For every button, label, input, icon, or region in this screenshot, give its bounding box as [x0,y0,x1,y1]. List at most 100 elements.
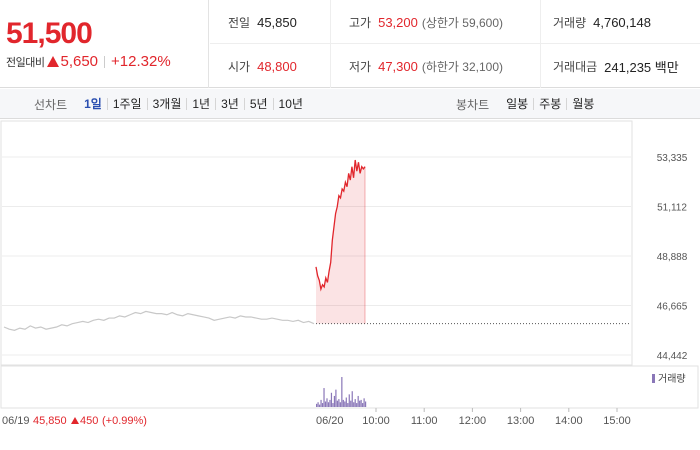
high-value: 53,200 [378,14,418,30]
trade-value-cell: 거래대금 241,235 백만 [540,44,700,88]
volume-bar [356,403,358,407]
prev-close-cell: 전일 45,850 [210,0,330,44]
open-value: 48,800 [257,58,297,74]
x-tick-label: 15:00 [603,415,631,427]
volume-bar [347,403,349,407]
today-price-area [316,160,365,324]
prev-day-summary: 06/19 45,850 450 (+0.99%) [2,415,147,427]
trade-value: 241,235 백만 [604,59,679,75]
plot-frame [0,120,633,366]
change-label: 전일대비 [6,56,45,69]
price-chart[interactable]: 53,335 51,112 48,888 46,665 44,442 거래량 10:00… [0,120,700,450]
volume-bar [359,400,361,407]
y-tick-label: 53,335 [657,153,688,164]
volume-bar [342,399,344,407]
y-tick-label: 44,442 [657,351,688,362]
tab-daily-candle[interactable]: 일봉 [506,97,529,111]
line-chart-tabs: 선차트 1일 1주일 3개월 1년 3년 5년 10년 [34,89,308,119]
volume-bar [324,401,327,407]
volume-bar [327,402,330,407]
low-cell: 저가 47,300 (하한가 32,100) [330,44,540,88]
volume-bar [323,388,325,407]
volume-cell: 거래량 4,760,148 [540,0,700,44]
volume-bar [317,402,319,407]
y-tick-label: 46,665 [657,302,688,313]
tab-monthly-candle[interactable]: 월봉 [566,98,599,110]
prev-close-value: 45,850 [257,14,297,30]
change-divider [104,55,106,68]
tab-3-months[interactable]: 3개월 [146,98,187,110]
prev-day-close: 45,850 [33,415,67,427]
volume-bar [330,392,333,407]
prev-day-up-icon [71,417,79,424]
volume-bar [351,391,353,407]
volume-bar [332,403,334,407]
chart-period-tabs: 선차트 1일 1주일 3개월 1년 3년 5년 10년 봉차트 일봉 주봉 월봉 [0,89,700,119]
quote-info-row-2: 시가 48,800 저가 47,300 (하한가 32,100) 거래대금 24… [210,44,700,88]
x-tick-label: 12:00 [459,415,487,427]
volume-bar [341,377,343,407]
tab-1-year[interactable]: 1년 [186,98,215,110]
volume-bar [339,402,341,407]
prev-day-price-line [3,310,315,331]
change-percent: +12.32% [111,53,171,70]
volume-bar [316,403,318,407]
volume-bar [344,401,346,407]
tab-1-week[interactable]: 1주일 [106,98,147,110]
open-label: 시가 [228,59,251,74]
candle-chart-title: 봉차트 [456,97,490,112]
candle-chart-tabs: 봉차트 일봉 주봉 월봉 [456,89,599,119]
x-tick-label: 11:00 [411,415,438,427]
quote-header: 51,500 전일대비 5,650 +12.32% 전일 45,850 고가 5… [0,0,700,88]
open-cell: 시가 48,800 [210,44,330,88]
today-label: 06/20 [316,415,344,427]
volume-bar [350,400,352,407]
x-tick-label: 10:00 [362,415,390,427]
tab-10-years[interactable]: 10년 [272,98,308,110]
lower-limit: (하한가 32,100) [421,59,504,74]
line-chart-title: 선차트 [34,97,68,112]
volume-bar [353,402,355,407]
prev-day-percent: (+0.99%) [102,415,147,427]
quote-info-row-1: 전일 45,850 고가 53,200 (상한가 59,600) 거래량 4,7… [210,0,700,44]
high-cell: 고가 53,200 (상한가 59,600) [330,0,540,44]
low-label: 저가 [349,59,372,74]
volume-bar [365,401,367,407]
low-value: 47,300 [378,58,418,74]
today-price-line [315,159,366,292]
current-price-box: 51,500 전일대비 5,650 +12.32% [0,0,209,88]
volume-bar [336,400,338,407]
volume-bar [348,394,350,407]
up-arrow-icon [47,56,60,67]
y-tick-label: 48,888 [657,252,688,263]
change-row: 전일대비 5,650 +12.32% [6,53,171,70]
x-tick-label: 14:00 [555,415,583,427]
tab-1-day[interactable]: 1일 [84,97,102,111]
volume-legend-swatch [652,374,655,383]
prev-day-label: 06/19 [2,415,30,427]
volume-bar [357,395,359,407]
high-label: 고가 [349,15,372,30]
volume-legend: 거래량 [658,373,686,385]
current-price: 51,500 [6,17,93,50]
volume-bar [363,398,365,407]
volume-bar [333,395,336,407]
change-amount: 5,650 [60,53,99,70]
volume-bar [329,399,331,407]
volume-bar [360,399,362,407]
y-tick-label: 51,112 [657,202,687,213]
volume-bar [338,399,340,407]
prev-close-label: 전일 [228,15,251,30]
volume-bar [318,404,321,407]
tab-3-years[interactable]: 3년 [215,98,244,110]
tab-weekly-candle[interactable]: 주봉 [533,98,566,110]
volume-value: 4,760,148 [593,14,651,30]
volume-frame [0,365,699,409]
tab-5-years[interactable]: 5년 [243,98,273,110]
volume-bar [321,403,324,407]
quote-info-grid: 전일 45,850 고가 53,200 (상한가 59,600) 거래량 4,7… [210,0,700,88]
prev-day-change: 450 [80,415,98,427]
volume-bar [335,389,337,407]
volume-bar [320,399,322,407]
volume-bar [345,397,347,407]
